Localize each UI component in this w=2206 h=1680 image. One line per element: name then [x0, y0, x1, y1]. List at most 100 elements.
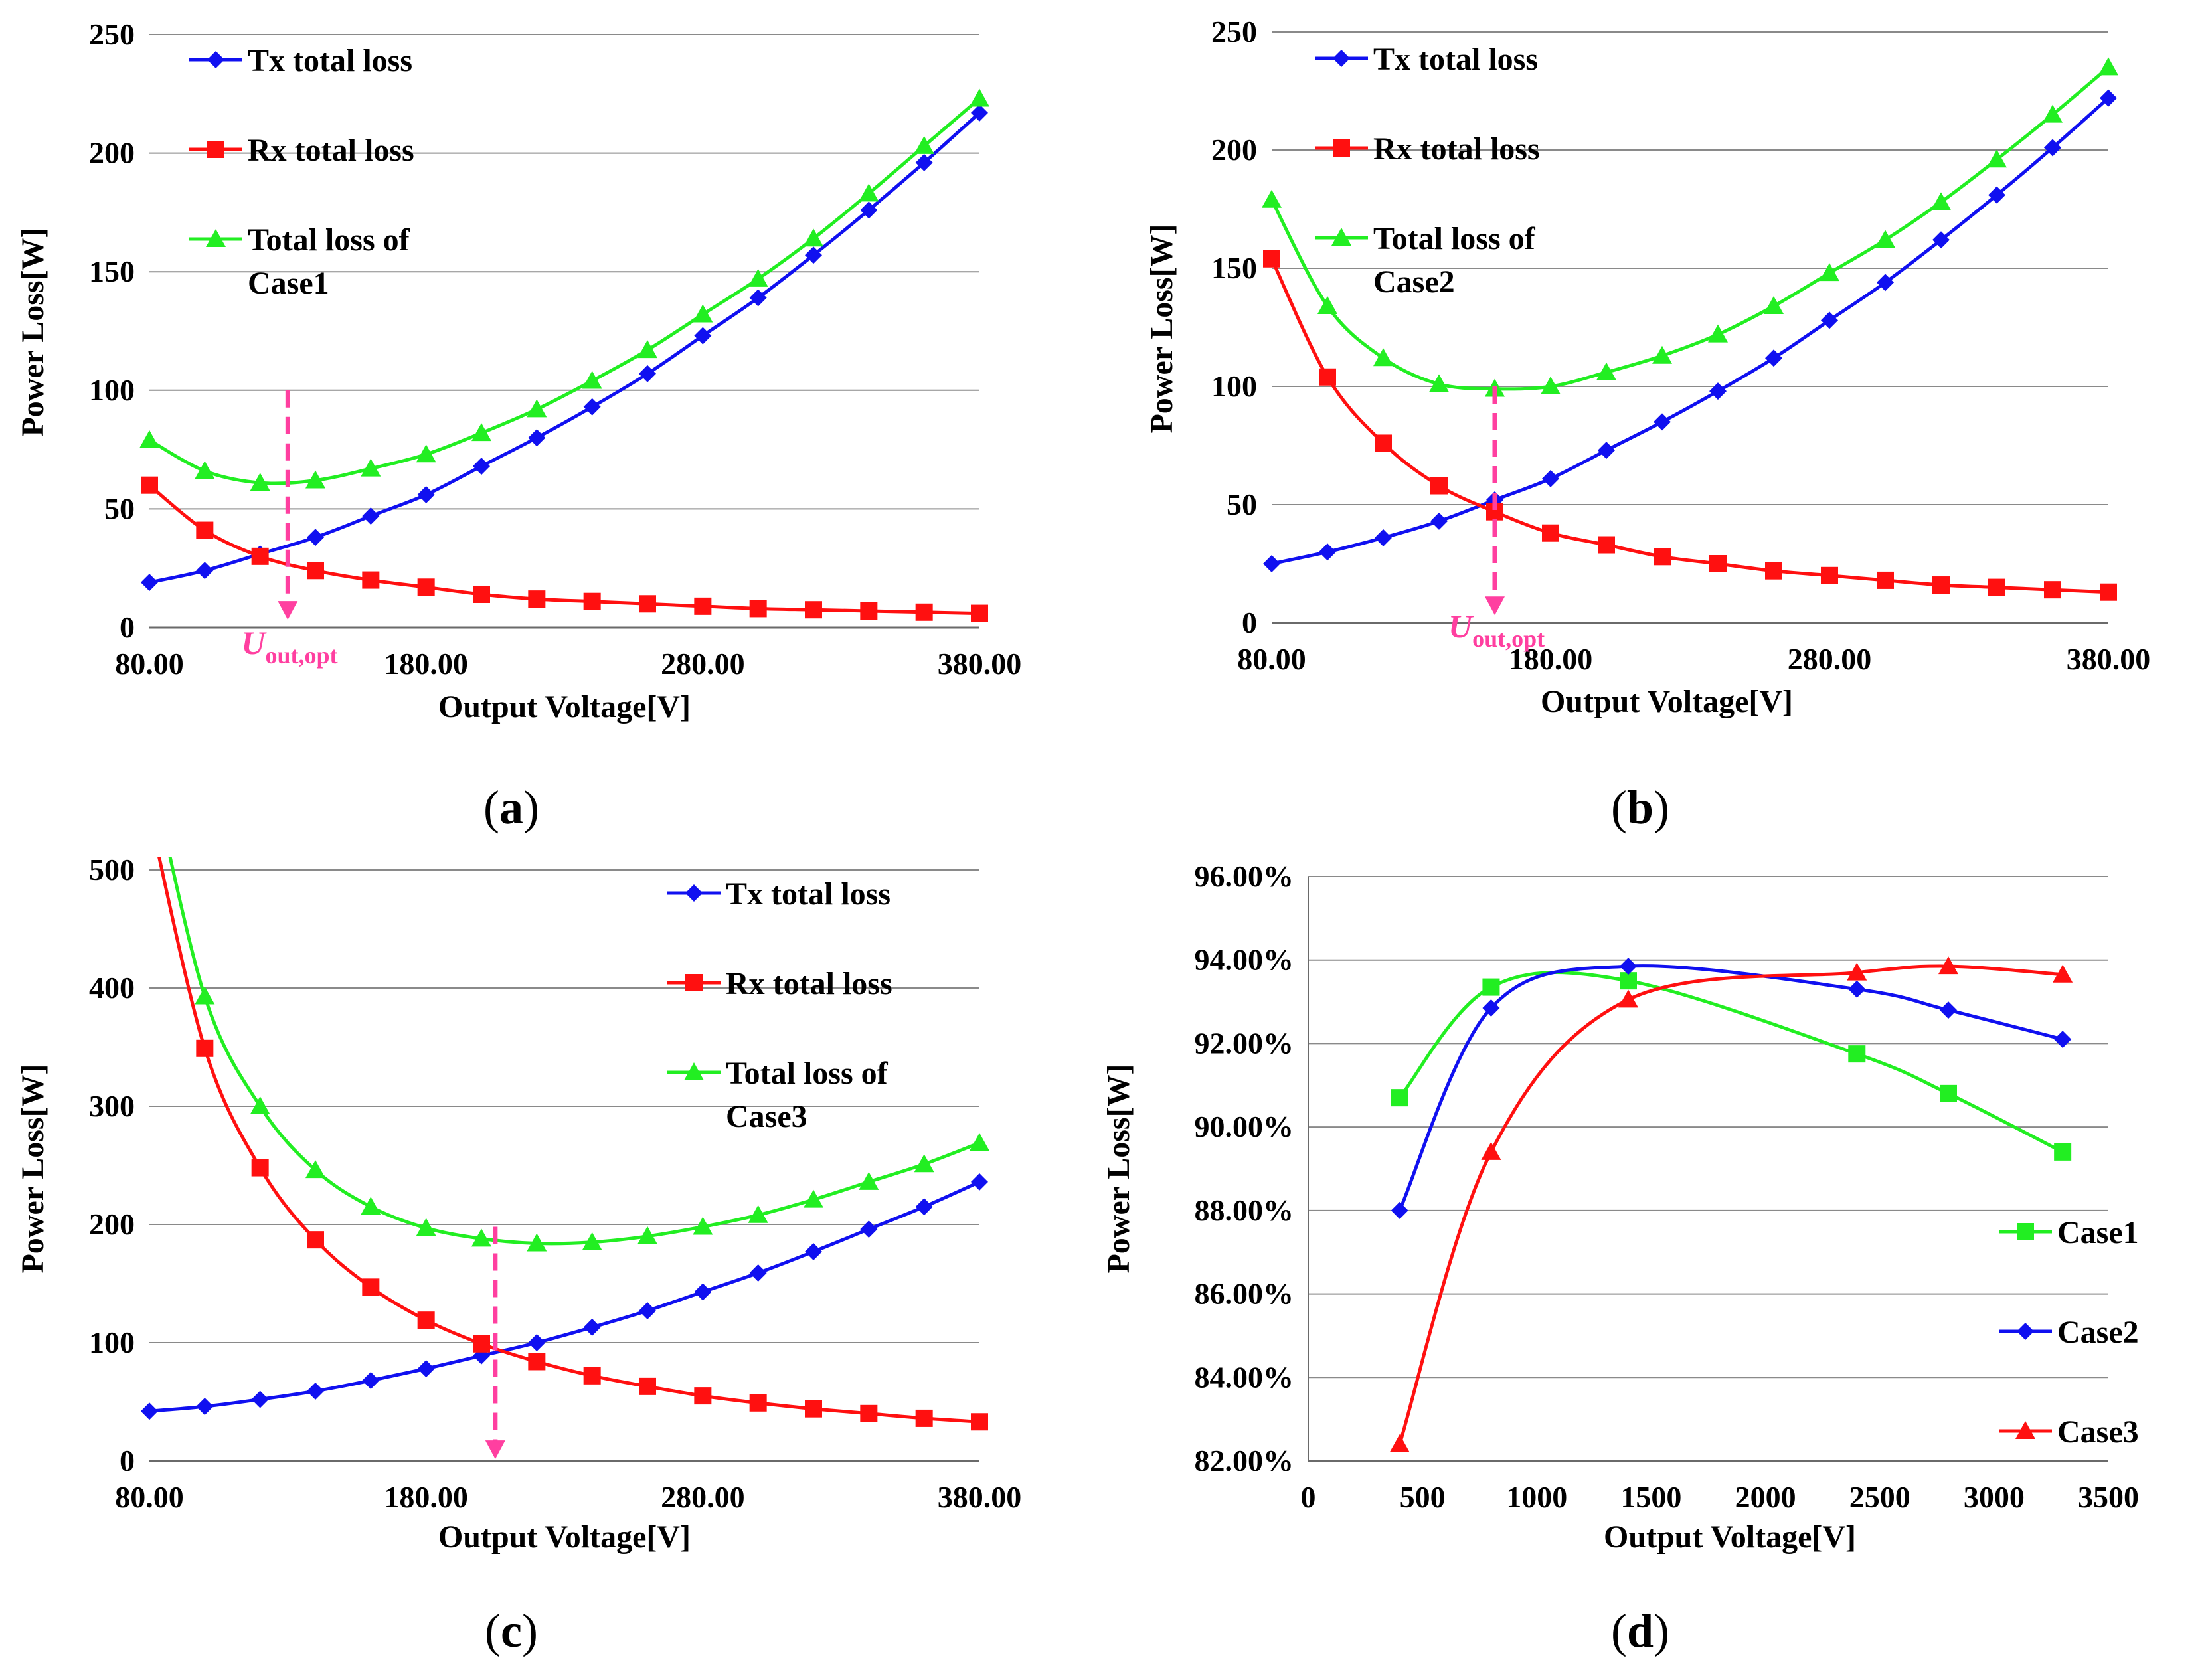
- y-axis-title: Power Loss[W]: [1144, 224, 1179, 433]
- x-axis-title: Output Voltage[V]: [1541, 684, 1793, 719]
- data-point: [805, 601, 822, 619]
- data-point: [307, 1382, 324, 1400]
- data-point: [196, 562, 214, 580]
- x-tick-label: 1500: [1620, 1480, 1681, 1514]
- data-point: [473, 1335, 490, 1353]
- legend-label: Total loss of: [248, 222, 410, 258]
- y-tick-label: 300: [89, 1089, 135, 1123]
- data-point: [1988, 186, 2005, 204]
- x-tick-label: 280.00: [661, 1480, 745, 1514]
- series-line: [1270, 258, 2109, 594]
- data-point: [1391, 1089, 1408, 1107]
- data-point: [471, 1228, 491, 1247]
- panel-label-paren: ): [523, 781, 539, 834]
- data-point: [804, 228, 823, 247]
- data-point: [1709, 555, 1727, 572]
- data-point: [693, 304, 713, 323]
- y-axis-title: Power Loss[W]: [15, 1064, 50, 1273]
- data-point: [1821, 311, 1838, 329]
- data-point: [637, 340, 657, 359]
- data-point: [1430, 512, 1448, 530]
- data-point: [417, 1360, 435, 1378]
- data-point: [805, 1242, 822, 1260]
- x-tick-label: 80.00: [1237, 642, 1306, 676]
- data-point: [305, 470, 325, 489]
- x-tick-label: 80.00: [115, 1480, 184, 1514]
- data-point: [417, 485, 435, 503]
- series-line: [157, 857, 980, 1424]
- data-point: [1541, 377, 1561, 394]
- y-tick-label: 84.00%: [1195, 1360, 1294, 1394]
- data-point: [1389, 1434, 1410, 1452]
- y-axis-title: Power Loss[W]: [1101, 1064, 1136, 1273]
- x-tick-label: 1000: [1506, 1480, 1567, 1514]
- arrow-head-icon: [278, 601, 298, 620]
- y-tick-label: 50: [1227, 487, 1257, 521]
- data-point: [1373, 348, 1393, 367]
- x-tick-label: 500: [1400, 1480, 1446, 1514]
- data-point: [1848, 980, 1866, 998]
- data-point: [361, 458, 381, 477]
- data-point: [639, 1377, 656, 1395]
- data-point: [251, 547, 269, 565]
- data-point: [1598, 536, 1615, 554]
- panel-c: 0 100 200 300 400 500 80.00 180.00 280.00 380.00 O…: [15, 853, 1021, 1657]
- data-point: [915, 153, 933, 171]
- data-point: [915, 1409, 933, 1427]
- series-line: [149, 1180, 981, 1413]
- optimal-voltage-label: Uout,opt: [241, 624, 337, 669]
- y-tick-label: 90.00%: [1195, 1110, 1294, 1143]
- arrow-head-icon: [1485, 596, 1505, 616]
- data-point: [1654, 548, 1671, 566]
- data-point: [361, 1197, 381, 1215]
- data-point: [1877, 571, 1894, 589]
- panel-label-paren: (: [1611, 781, 1627, 834]
- y-tick-label: 150: [89, 254, 135, 288]
- data-point: [971, 104, 988, 122]
- legend-label: Case2: [1373, 264, 1455, 299]
- x-tick-label: 280.00: [661, 647, 745, 681]
- data-point: [305, 1160, 325, 1179]
- series-group: [141, 857, 989, 1431]
- data-point: [1820, 263, 1839, 282]
- data-point: [1618, 989, 1638, 1008]
- y-tick-label: 50: [104, 491, 135, 525]
- data-point: [1764, 295, 1784, 314]
- legend-label: Rx total loss: [248, 133, 414, 168]
- data-point: [805, 246, 822, 264]
- data-point: [749, 1394, 767, 1412]
- y-tick-label: 92.00%: [1195, 1026, 1294, 1060]
- data-point: [2100, 89, 2117, 107]
- data-point: [250, 473, 270, 491]
- series-line: [148, 483, 980, 616]
- data-point: [582, 1232, 602, 1250]
- y-tick-label: 400: [89, 971, 135, 1005]
- y-tick-label: 0: [1242, 606, 1257, 639]
- data-point: [1542, 469, 1559, 487]
- data-point: [527, 1233, 547, 1252]
- legend-marker: [1333, 139, 1350, 157]
- data-point: [639, 1302, 656, 1319]
- y-tick-label: 0: [120, 1444, 135, 1477]
- data-point: [859, 183, 879, 202]
- data-point: [1654, 413, 1671, 431]
- data-point: [637, 1226, 657, 1244]
- panel-label-paren: ): [522, 1604, 538, 1657]
- data-point: [1932, 576, 1950, 594]
- panel-label-letter: d: [1627, 1604, 1654, 1657]
- data-point: [915, 603, 933, 621]
- data-point: [748, 268, 768, 287]
- panel-label-letter: a: [499, 781, 523, 834]
- data-point: [473, 458, 490, 475]
- data-point: [2044, 139, 2061, 157]
- data-point: [195, 986, 215, 1005]
- legend-marker: [2017, 1323, 2034, 1340]
- y-tick-label: 86.00%: [1195, 1277, 1294, 1311]
- x-tick-label: 280.00: [1788, 642, 1872, 676]
- data-point: [1620, 958, 1637, 975]
- data-point: [1375, 434, 1392, 452]
- data-point: [971, 1173, 988, 1191]
- legend-label: Case2: [2057, 1315, 2139, 1350]
- data-point: [639, 365, 656, 382]
- legend-label: Total loss of: [726, 1056, 889, 1091]
